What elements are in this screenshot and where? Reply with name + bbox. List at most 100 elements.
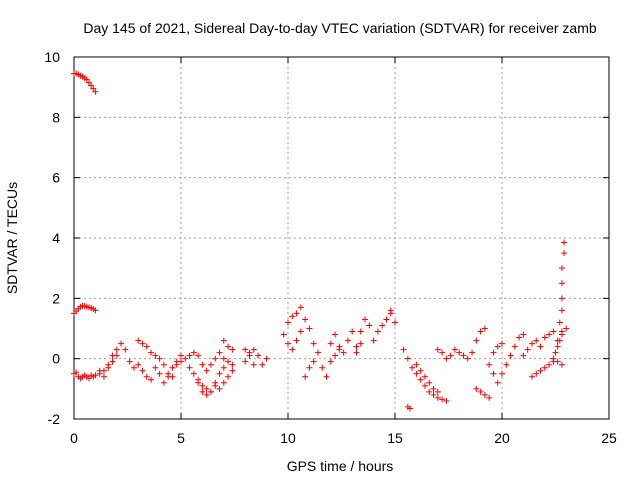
x-tick-label: 0 <box>70 430 78 446</box>
data-point <box>400 346 407 353</box>
data-point <box>494 379 501 386</box>
chart-title: Day 145 of 2021, Sidereal Day-to-day VTE… <box>83 20 596 36</box>
data-point <box>178 358 184 365</box>
data-point <box>199 388 206 395</box>
data-point <box>229 346 236 353</box>
data-point <box>327 358 334 365</box>
data-point <box>152 352 159 359</box>
data-point <box>195 376 202 383</box>
data-point <box>563 325 570 332</box>
data-point <box>190 349 197 356</box>
data-point <box>148 349 155 356</box>
data-point <box>289 346 296 353</box>
data-point <box>314 349 321 356</box>
data-point <box>109 352 116 359</box>
y-tick-label: 10 <box>44 49 60 65</box>
data-point <box>135 361 142 368</box>
data-point <box>443 397 450 404</box>
data-point <box>558 307 565 314</box>
data-point <box>280 331 287 338</box>
data-point <box>558 265 565 272</box>
data-point <box>310 358 317 365</box>
data-point <box>216 349 223 356</box>
data-point <box>113 346 120 353</box>
data-point <box>186 364 193 371</box>
data-point <box>186 352 193 359</box>
data-point <box>92 307 99 314</box>
data-point <box>406 405 413 412</box>
data-point <box>426 388 433 395</box>
data-point <box>434 388 441 395</box>
data-point <box>486 361 493 368</box>
data-point <box>263 355 270 362</box>
data-point <box>550 355 557 362</box>
data-point <box>96 367 103 374</box>
data-point <box>323 373 330 380</box>
data-point <box>520 352 527 359</box>
data-point <box>306 364 313 371</box>
data-point <box>550 328 557 335</box>
data-point <box>443 355 450 362</box>
data-point <box>447 352 454 359</box>
data-point <box>139 340 146 347</box>
data-point <box>344 337 351 344</box>
data-point <box>92 372 99 379</box>
data-point <box>477 328 484 335</box>
y-tick-label: 6 <box>52 170 60 186</box>
data-point <box>473 385 480 392</box>
data-point <box>216 370 223 377</box>
data-point <box>126 358 133 365</box>
y-tick-label: 2 <box>52 290 60 306</box>
data-point <box>434 346 441 353</box>
data-point <box>353 349 360 356</box>
data-point <box>357 328 364 335</box>
data-point <box>160 379 167 386</box>
data-point <box>220 337 227 344</box>
data-point <box>469 349 476 356</box>
data-point <box>349 328 356 335</box>
data-point <box>289 313 296 320</box>
data-point <box>246 352 253 359</box>
data-point <box>541 364 548 371</box>
data-point <box>481 391 488 398</box>
data-point <box>173 361 180 368</box>
data-point <box>207 361 214 368</box>
data-point <box>250 346 257 353</box>
data-point <box>421 373 428 380</box>
x-tick-label: 5 <box>177 430 185 446</box>
data-point <box>207 388 214 395</box>
data-point <box>83 76 90 83</box>
data-point <box>546 361 553 368</box>
data-point <box>293 310 300 317</box>
data-point <box>90 85 97 92</box>
axis-tick-labels: 0 5 10 15 20 25 -2 0 2 4 6 8 10 <box>44 49 617 446</box>
data-point <box>439 349 446 356</box>
data-point <box>486 394 493 401</box>
data-point <box>481 325 488 332</box>
data-point <box>374 328 381 335</box>
data-point <box>297 304 304 311</box>
data-point <box>250 361 257 368</box>
data-point <box>160 361 167 368</box>
data-point <box>426 379 433 386</box>
data-point <box>216 385 223 392</box>
data-point <box>503 361 510 368</box>
data-point <box>490 370 497 377</box>
data-point <box>404 355 411 362</box>
data-point <box>451 346 458 353</box>
data-point <box>118 340 125 347</box>
data-point <box>255 352 262 359</box>
data-point <box>203 391 210 398</box>
data-point <box>85 79 92 86</box>
data-point <box>190 370 197 377</box>
data-point <box>302 316 309 323</box>
data-point <box>499 340 505 347</box>
data-point <box>165 373 172 380</box>
data-point <box>387 307 394 314</box>
data-point <box>528 373 535 380</box>
data-point <box>293 337 300 344</box>
x-tick-label: 25 <box>601 430 617 446</box>
x-tick-label: 20 <box>494 430 510 446</box>
data-point <box>473 337 480 344</box>
data-point <box>392 319 398 326</box>
